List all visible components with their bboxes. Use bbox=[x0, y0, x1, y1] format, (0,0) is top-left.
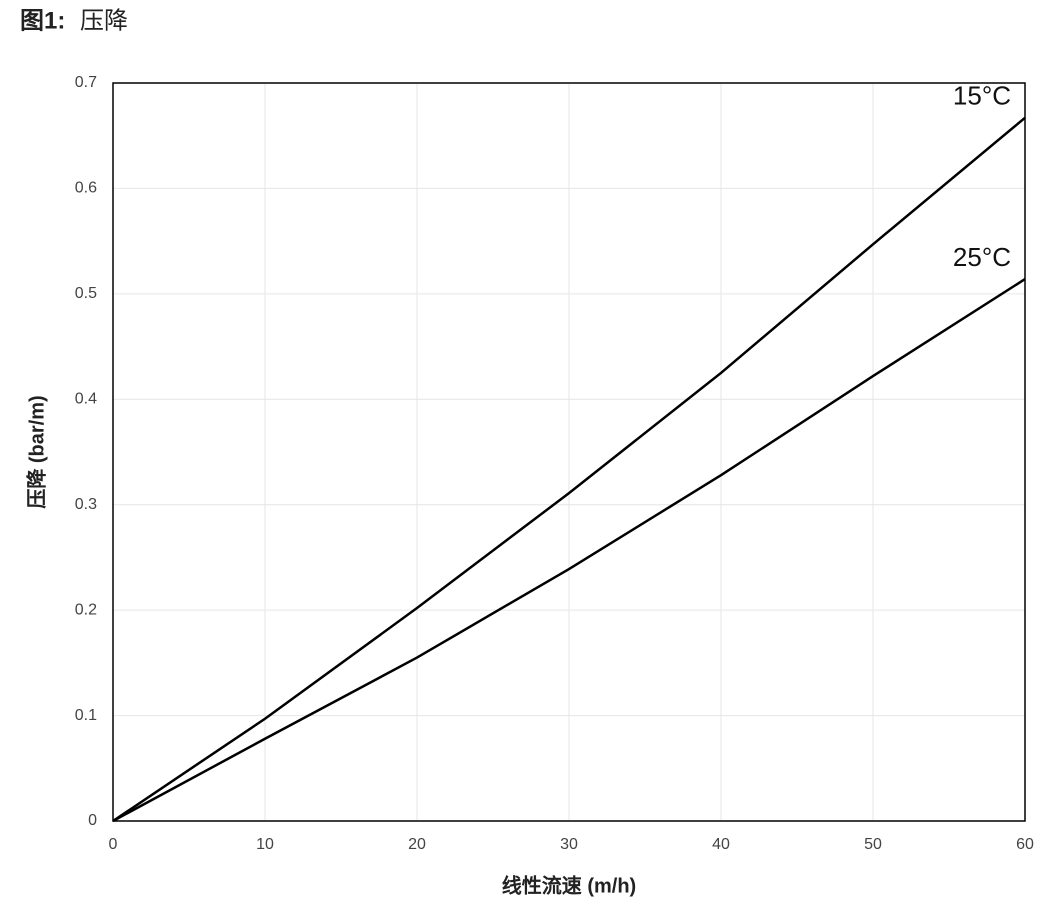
y-axis-label: 压降 (bar/m) bbox=[24, 395, 48, 508]
series-label: 25°C bbox=[953, 242, 1011, 272]
x-axis-label: 线性流速 (m/h) bbox=[502, 873, 636, 897]
series-label: 15°C bbox=[953, 81, 1011, 111]
x-tick-label: 50 bbox=[864, 836, 882, 853]
data-line bbox=[112, 278, 1026, 823]
x-tick-label: 10 bbox=[256, 836, 274, 853]
data-line bbox=[112, 116, 1026, 823]
y-tick-label: 0.3 bbox=[75, 496, 97, 513]
y-tick-label: 0.6 bbox=[75, 180, 97, 197]
y-tick-label: 0 bbox=[88, 812, 97, 829]
y-tick-label: 0.1 bbox=[75, 707, 97, 724]
y-tick-label: 0.5 bbox=[75, 285, 97, 302]
y-tick-label: 0.2 bbox=[75, 601, 97, 618]
y-tick-label: 0.4 bbox=[75, 391, 97, 408]
chart-title-prefix: 图1: bbox=[20, 7, 65, 34]
x-tick-label: 20 bbox=[408, 836, 426, 853]
x-tick-label: 40 bbox=[712, 836, 730, 853]
x-tick-label: 30 bbox=[560, 836, 578, 853]
x-tick-label: 60 bbox=[1016, 836, 1034, 853]
plot-frame bbox=[112, 82, 1026, 822]
x-tick-label: 0 bbox=[109, 836, 118, 853]
y-tick-label: 0.7 bbox=[75, 74, 97, 91]
chart-title: 压降 bbox=[80, 7, 128, 34]
